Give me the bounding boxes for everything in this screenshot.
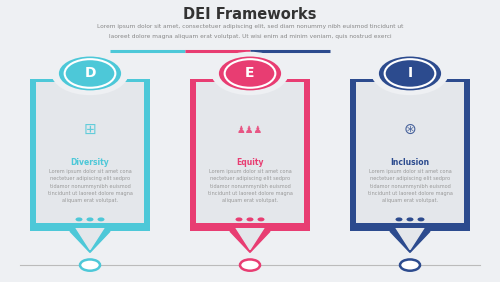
Text: ♟♟♟: ♟♟♟ (237, 125, 263, 135)
FancyBboxPatch shape (350, 79, 470, 231)
Circle shape (86, 217, 94, 221)
Circle shape (218, 55, 282, 92)
Text: Lorem ipsum dolor sit amet, consectetuer adipiscing elit, sed diam nonummy nibh : Lorem ipsum dolor sit amet, consectetuer… (97, 24, 403, 29)
Circle shape (400, 259, 420, 271)
Circle shape (418, 217, 424, 221)
FancyBboxPatch shape (30, 79, 150, 231)
Circle shape (258, 217, 264, 221)
Circle shape (212, 52, 288, 95)
Text: Equity: Equity (236, 158, 264, 167)
Circle shape (76, 217, 82, 221)
Polygon shape (236, 228, 264, 250)
FancyBboxPatch shape (196, 223, 304, 228)
Text: ⊞: ⊞ (84, 122, 96, 137)
FancyBboxPatch shape (36, 223, 144, 228)
Circle shape (98, 217, 104, 221)
Circle shape (396, 217, 402, 221)
Circle shape (378, 55, 442, 92)
Circle shape (224, 59, 276, 88)
Circle shape (240, 259, 260, 271)
Circle shape (58, 55, 122, 92)
Circle shape (372, 52, 448, 95)
Text: E: E (245, 67, 255, 80)
Text: Diversity: Diversity (70, 158, 110, 167)
Polygon shape (396, 228, 424, 250)
Polygon shape (230, 231, 270, 252)
Circle shape (52, 52, 128, 95)
Circle shape (246, 217, 254, 221)
FancyBboxPatch shape (196, 82, 304, 228)
Text: Lorem ipsum dolor sit amet cona
nectetuer adipiscing elit sedpro
tidamor nonummy: Lorem ipsum dolor sit amet cona nectetue… (48, 169, 132, 203)
Circle shape (236, 217, 242, 221)
FancyBboxPatch shape (190, 79, 310, 231)
Polygon shape (70, 231, 110, 252)
Text: DEI Frameworks: DEI Frameworks (183, 7, 317, 22)
FancyBboxPatch shape (356, 82, 464, 228)
FancyBboxPatch shape (36, 82, 144, 228)
Text: I: I (408, 67, 412, 80)
Text: Lorem ipsum dolor sit amet cona
nectetuer adipiscing elit sedpro
tidamor nonummy: Lorem ipsum dolor sit amet cona nectetue… (208, 169, 292, 203)
Circle shape (384, 59, 436, 88)
Text: D: D (84, 67, 96, 80)
Text: ⊛: ⊛ (404, 122, 416, 137)
Polygon shape (76, 228, 104, 250)
FancyBboxPatch shape (356, 223, 464, 228)
Circle shape (80, 259, 100, 271)
Circle shape (406, 217, 414, 221)
Text: laoreet dolore magna aliquam erat volutpat. Ut wisi enim ad minim veniam, quis n: laoreet dolore magna aliquam erat volutp… (108, 34, 392, 39)
Text: Inclusion: Inclusion (390, 158, 430, 167)
Circle shape (64, 59, 116, 88)
Polygon shape (390, 231, 430, 252)
Text: Lorem ipsum dolor sit amet cona
nectetuer adipiscing elit sedpro
tidamor nonummy: Lorem ipsum dolor sit amet cona nectetue… (368, 169, 452, 203)
